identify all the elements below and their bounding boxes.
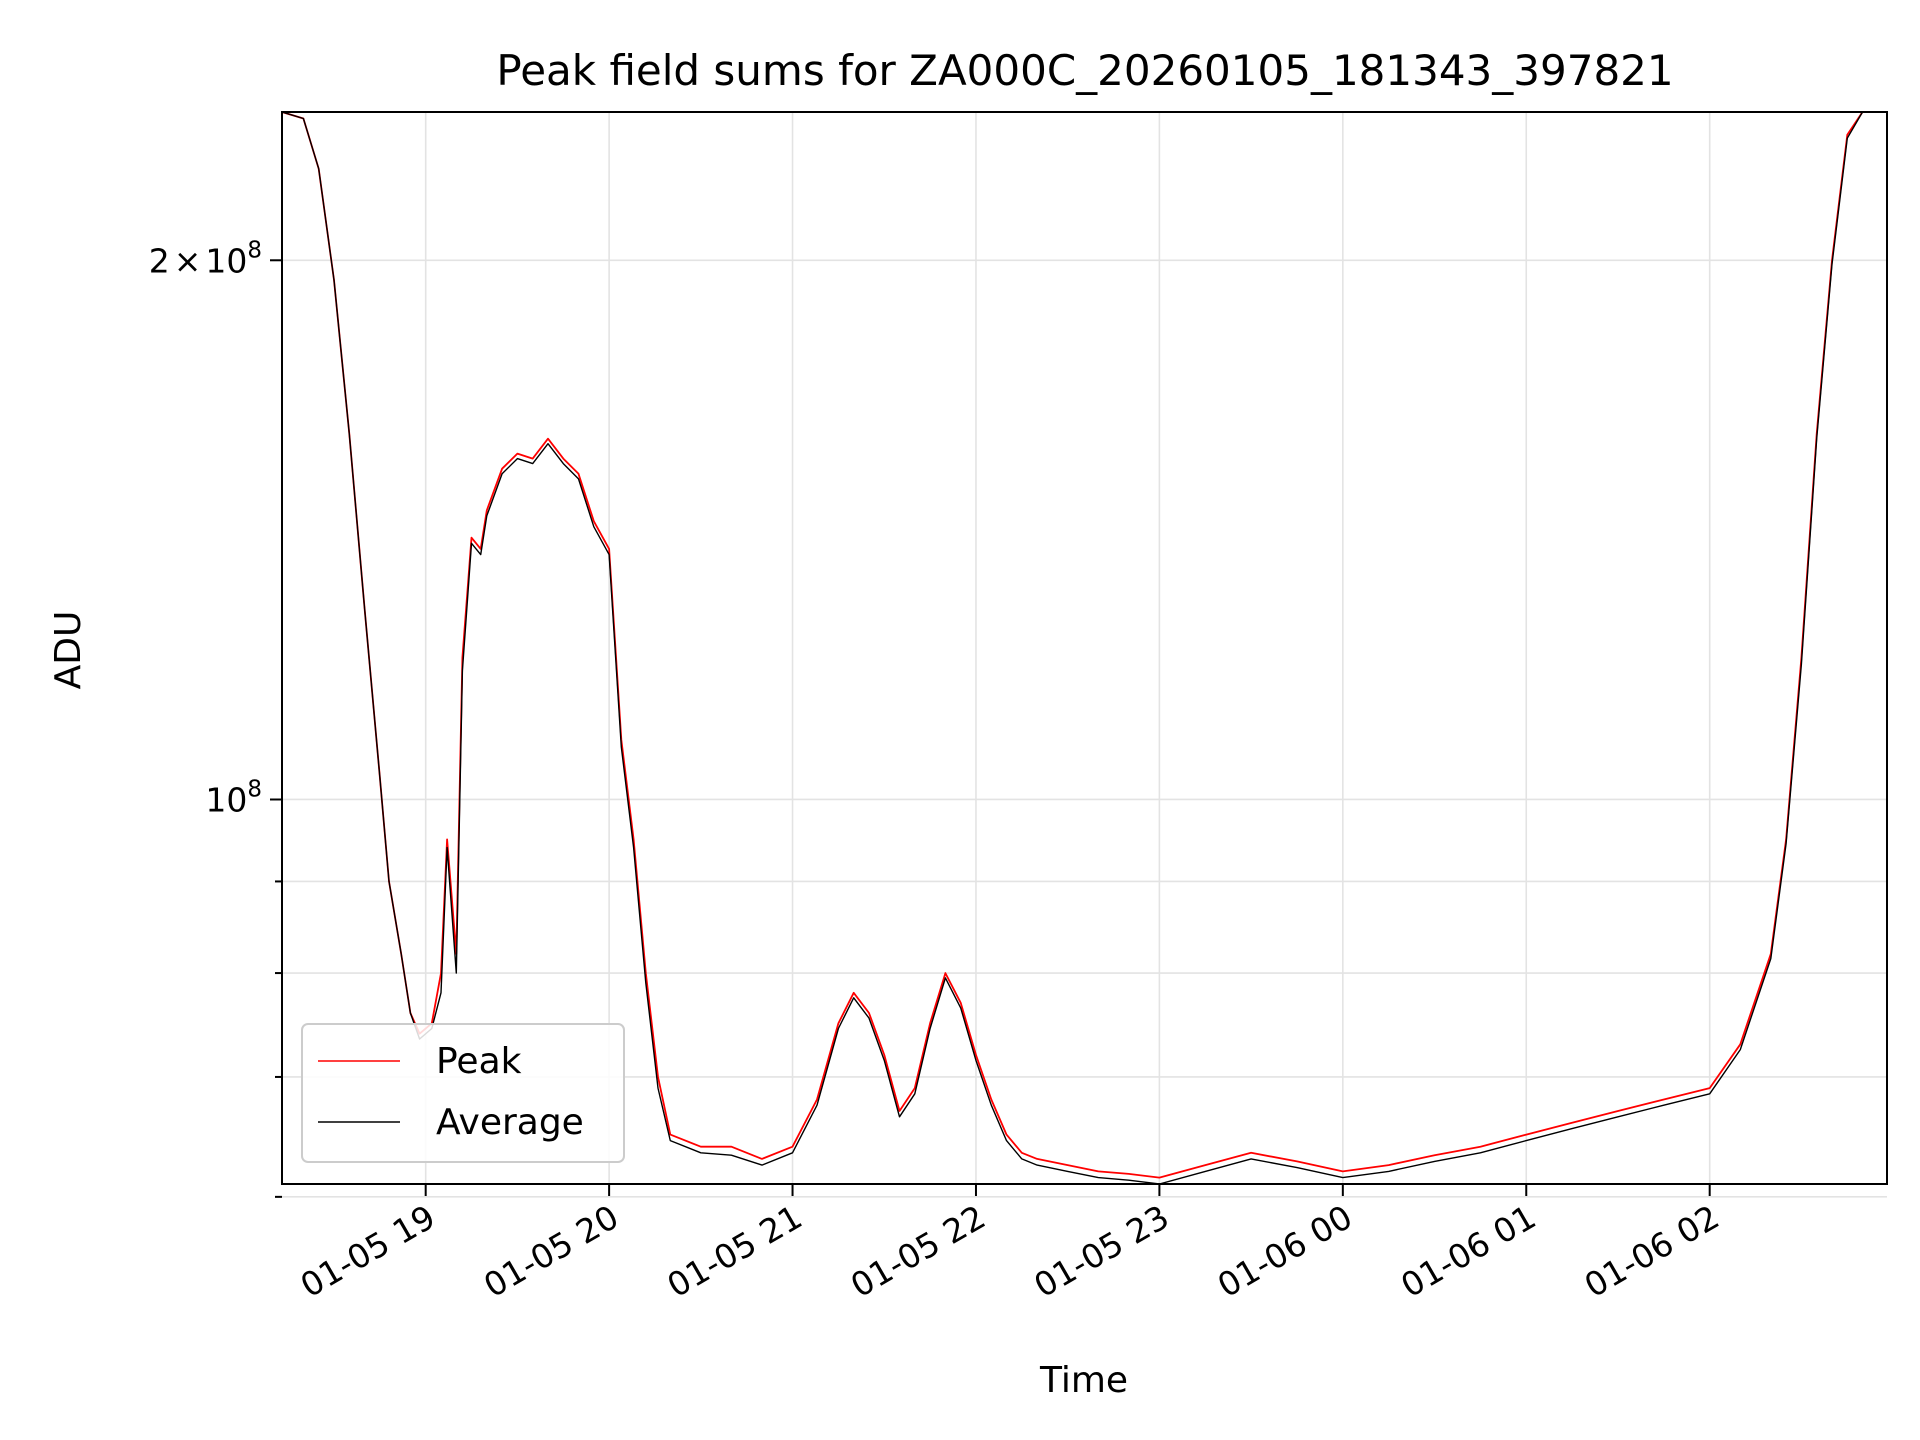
- y-axis-label: ADU: [48, 611, 89, 690]
- y-tick-base: 10: [205, 780, 247, 819]
- y-tick-exponent: 8: [247, 237, 262, 263]
- legend: Peak Average: [301, 1023, 625, 1163]
- plot-area: [281, 111, 1888, 1198]
- legend-peak-label: Peak: [436, 1041, 522, 1082]
- grid-lines: [282, 112, 1887, 1198]
- y-tick-times: ×: [174, 241, 202, 280]
- x-axis-label: Time: [1039, 1360, 1128, 1401]
- legend-average-label: Average: [436, 1102, 584, 1143]
- series-lines: [282, 112, 1887, 1184]
- y-tick-base: 10: [205, 241, 247, 280]
- y-tick-mantissa: 2: [149, 241, 170, 280]
- y-tick-label: 2 × 108: [149, 237, 262, 280]
- legend-box: [301, 1023, 625, 1163]
- series-average-line: [282, 112, 1887, 1184]
- y-tick-exponent: 8: [247, 776, 262, 802]
- y-tick-label: 108: [205, 776, 262, 819]
- chart-title: Peak field sums for ZA000C_20260105_1813…: [496, 46, 1673, 95]
- axes-frame: [281, 111, 1888, 1185]
